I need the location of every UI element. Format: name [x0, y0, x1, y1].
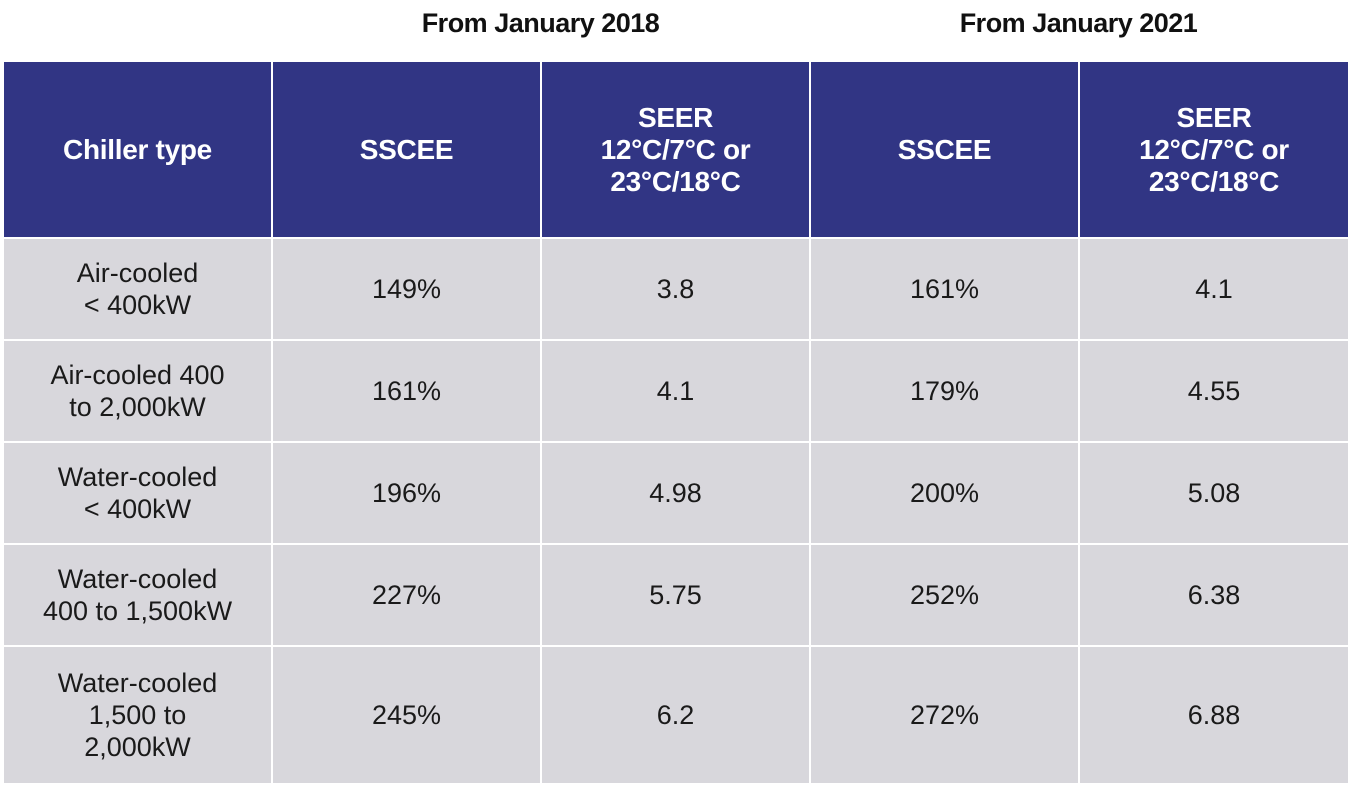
cell-seer-2018: 4.98	[540, 441, 811, 545]
cell-seer-2018: 4.1	[540, 339, 811, 443]
header-seer-line: SEER	[1176, 101, 1252, 133]
header-seer-line: SEER	[637, 101, 714, 133]
table-header-row: Chiller type SSCEE SEER 12°C/7°C or 23°C…	[2, 60, 1348, 239]
cell-sscee-2018: 196%	[271, 441, 542, 545]
period-2021-label: From January 2021	[959, 8, 1198, 38]
cell-seer-2018: 5.75	[540, 543, 811, 647]
table-row: Air-cooled 400 to 2,000kW 161% 4.1 179% …	[2, 339, 1348, 443]
chiller-type-line: 2,000kW	[84, 732, 191, 762]
header-seer-line: 12°C/7°C or	[1139, 133, 1289, 165]
chiller-type-line: Air-cooled	[76, 258, 199, 288]
cell-seer-2021: 6.38	[1078, 543, 1348, 647]
chiller-efficiency-table: Chiller type SSCEE SEER 12°C/7°C or 23°C…	[2, 60, 1348, 785]
cell-seer-2021: 4.1	[1078, 237, 1348, 341]
chiller-type-line: < 400kW	[83, 494, 192, 524]
cell-sscee-2021: 200%	[809, 441, 1080, 545]
cell-sscee-2021: 161%	[809, 237, 1080, 341]
period-header-row: From January 2018 From January 2021	[0, 0, 1348, 60]
cell-seer-2021: 6.88	[1078, 645, 1348, 785]
cell-sscee-2021: 179%	[809, 339, 1080, 443]
chiller-type-line: to 2,000kW	[69, 392, 206, 422]
header-seer-line: 23°C/18°C	[610, 165, 741, 197]
cell-seer-2018: 6.2	[540, 645, 811, 785]
table-row: Water-cooled < 400kW 196% 4.98 200% 5.08	[2, 441, 1348, 545]
cell-sscee-2018: 161%	[271, 339, 542, 443]
table-row: Water-cooled 400 to 1,500kW 227% 5.75 25…	[2, 543, 1348, 647]
chiller-type-line: Water-cooled	[57, 564, 218, 594]
table-row: Water-cooled 1,500 to 2,000kW 245% 6.2 2…	[2, 645, 1348, 785]
header-seer-2018: SEER 12°C/7°C or 23°C/18°C	[540, 60, 811, 239]
cell-sscee-2018: 227%	[271, 543, 542, 647]
cell-chiller-type: Air-cooled < 400kW	[2, 237, 273, 341]
header-sscee-2018: SSCEE	[271, 60, 542, 239]
chiller-type-line: Water-cooled	[57, 668, 218, 698]
cell-seer-2021: 4.55	[1078, 339, 1348, 443]
cell-sscee-2021: 272%	[809, 645, 1080, 785]
cell-sscee-2018: 245%	[271, 645, 542, 785]
period-2018-label: From January 2018	[421, 8, 660, 38]
chiller-type-line: 400 to 1,500kW	[42, 596, 233, 626]
cell-chiller-type: Water-cooled 400 to 1,500kW	[2, 543, 273, 647]
cell-seer-2021: 5.08	[1078, 441, 1348, 545]
header-sscee-2021: SSCEE	[809, 60, 1080, 239]
chiller-type-line: Air-cooled 400	[50, 360, 225, 390]
cell-chiller-type: Water-cooled 1,500 to 2,000kW	[2, 645, 273, 785]
header-chiller-type: Chiller type	[2, 60, 273, 239]
header-seer-line: 23°C/18°C	[1148, 165, 1280, 197]
table-row: Air-cooled < 400kW 149% 3.8 161% 4.1	[2, 237, 1348, 341]
chiller-type-line: Water-cooled	[57, 462, 218, 492]
cell-sscee-2021: 252%	[809, 543, 1080, 647]
cell-sscee-2018: 149%	[271, 237, 542, 341]
chiller-type-line: < 400kW	[83, 290, 192, 320]
cell-chiller-type: Water-cooled < 400kW	[2, 441, 273, 545]
header-seer-line: 12°C/7°C or	[600, 133, 751, 165]
cell-chiller-type: Air-cooled 400 to 2,000kW	[2, 339, 273, 443]
chiller-type-line: 1,500 to	[88, 700, 187, 730]
header-seer-2021: SEER 12°C/7°C or 23°C/18°C	[1078, 60, 1348, 239]
cell-seer-2018: 3.8	[540, 237, 811, 341]
